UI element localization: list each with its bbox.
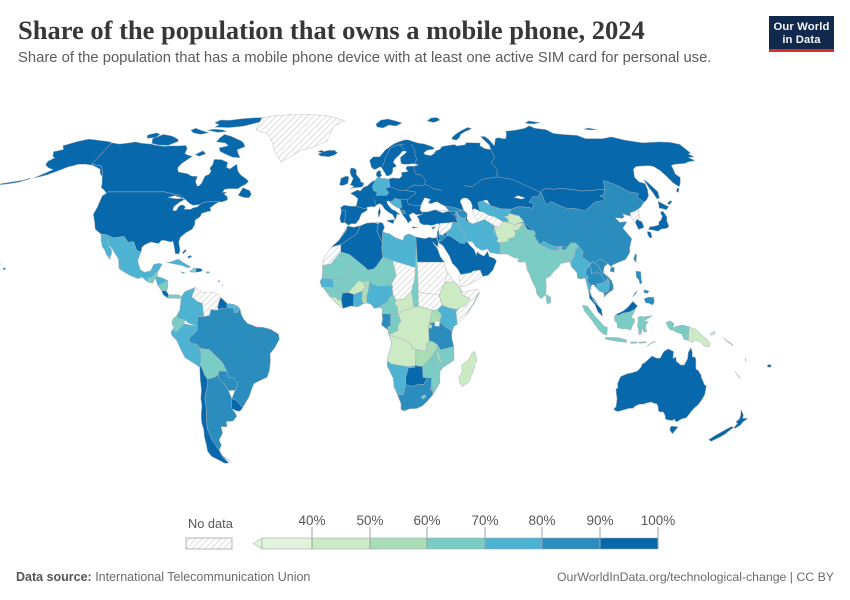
svg-text:50%: 50% — [356, 513, 383, 528]
svg-text:No data: No data — [188, 516, 234, 531]
svg-text:60%: 60% — [413, 513, 440, 528]
svg-text:90%: 90% — [586, 513, 613, 528]
svg-text:70%: 70% — [471, 513, 498, 528]
svg-text:80%: 80% — [528, 513, 555, 528]
svg-text:100%: 100% — [641, 513, 676, 528]
svg-text:40%: 40% — [298, 513, 325, 528]
